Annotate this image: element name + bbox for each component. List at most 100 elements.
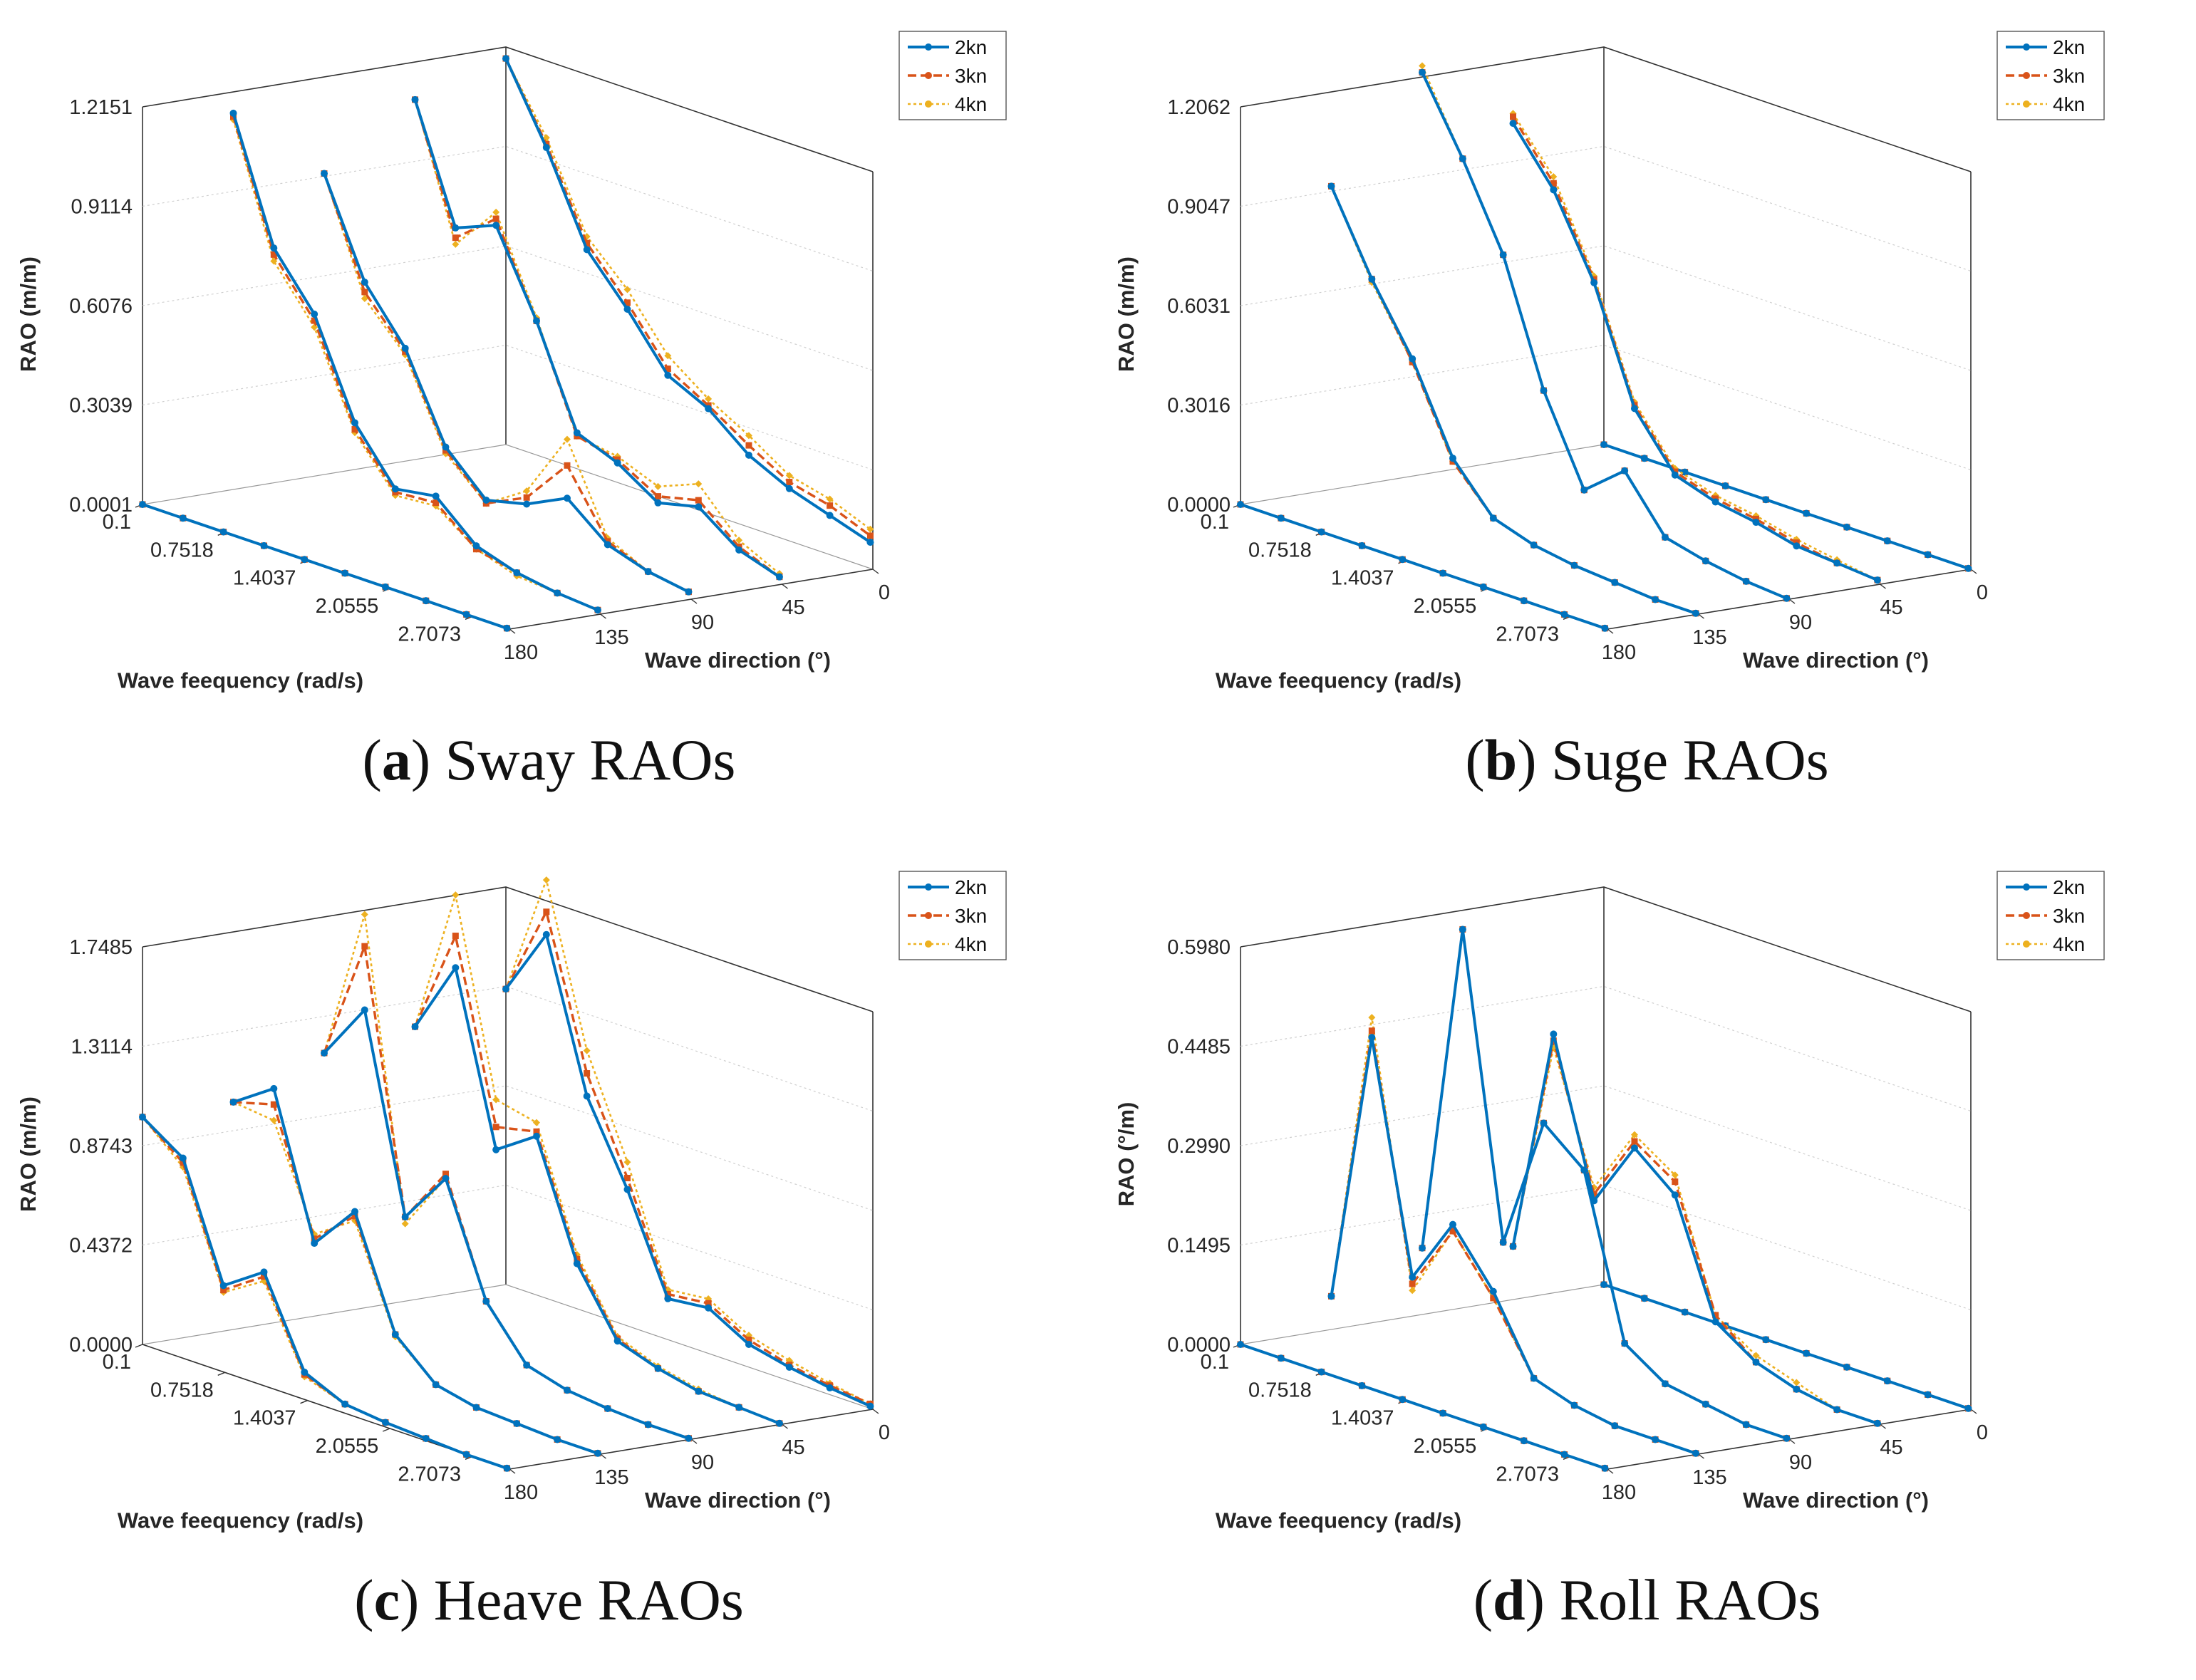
caption-title: Sway RAOs — [445, 727, 736, 792]
x-tick-mark — [300, 1400, 308, 1404]
series-line-2kn-dir-90 — [1421, 71, 1788, 600]
data-point-2kn — [1560, 611, 1568, 618]
data-point-2kn — [1671, 471, 1679, 479]
direction-tick-label: 45 — [1880, 596, 1902, 619]
axis-box-floor-back — [1240, 444, 1972, 570]
data-point-2kn — [866, 539, 874, 546]
data-point-4kn — [1550, 172, 1558, 180]
data-point-2kn — [472, 542, 480, 550]
data-point-2kn — [361, 1006, 368, 1014]
series-line-3kn-dir-0 — [504, 911, 871, 1405]
data-point-2kn — [826, 1384, 834, 1391]
series-line-3kn-dir-90 — [323, 172, 690, 593]
z-tick-label: 0.3039 — [69, 395, 133, 418]
data-point-2kn — [1681, 1308, 1689, 1316]
data-point-2kn — [664, 371, 672, 379]
data-point-2kn — [1409, 355, 1416, 363]
data-point-2kn — [219, 528, 227, 536]
data-point-2kn — [1399, 1396, 1407, 1404]
data-point-2kn — [1843, 523, 1850, 531]
direction-tick-label: 0 — [1977, 1421, 1988, 1444]
z-tick-label: 0.9047 — [1167, 196, 1231, 219]
data-point-3kn — [452, 933, 459, 940]
data-point-2kn — [613, 459, 621, 467]
x-tick-label: 1.4037 — [233, 1407, 296, 1430]
data-point-2kn — [1499, 251, 1507, 259]
data-point-3kn — [695, 497, 702, 504]
data-point-4kn — [623, 286, 631, 294]
data-point-2kn — [745, 451, 752, 459]
data-point-3kn — [492, 215, 499, 222]
data-point-3kn — [1712, 1312, 1719, 1319]
data-point-3kn — [452, 234, 459, 242]
legend-marker-3kn — [925, 72, 932, 79]
data-point-2kn — [1419, 68, 1426, 76]
data-point-2kn — [623, 1186, 631, 1193]
data-point-2kn — [1489, 1287, 1497, 1295]
data-point-2kn — [604, 541, 611, 549]
data-point-2kn — [1570, 561, 1578, 569]
data-point-2kn — [1449, 1220, 1456, 1228]
direction-tick-label: 180 — [504, 641, 538, 664]
chart-b: 0.0000 0.3016 0.6031 0.9047 1.2062 0.1 0.7518 1… — [1114, 31, 2105, 693]
z-tick-label: 0.3016 — [1167, 395, 1231, 418]
data-point-3kn — [442, 1171, 449, 1178]
data-point-2kn — [341, 569, 349, 577]
data-point-3kn — [827, 502, 834, 509]
data-point-2kn — [1358, 1381, 1366, 1389]
data-point-2kn — [573, 429, 581, 437]
x-tick-label: 0.7518 — [150, 1379, 214, 1401]
data-point-2kn — [1843, 1363, 1850, 1371]
z-gridline — [1240, 145, 1972, 272]
z-tick-label: 0.6031 — [1167, 295, 1231, 318]
series-line-2kn-dir-90 — [323, 172, 690, 593]
legend-marker-3kn — [2023, 72, 2030, 79]
data-point-4kn — [695, 480, 703, 488]
data-point-2kn — [502, 55, 509, 63]
z-tick-label: 0.9114 — [71, 196, 133, 219]
data-point-4kn — [705, 395, 713, 403]
data-point-2kn — [219, 1282, 227, 1290]
x-axis-label: Wave feequency (rad/s) — [1216, 1508, 1461, 1533]
data-point-2kn — [1530, 541, 1538, 549]
direction-axis-label: Wave direction (°) — [645, 1488, 831, 1513]
x-tick-label: 0.1 — [1201, 1351, 1229, 1374]
data-point-3kn — [433, 499, 440, 507]
legend-label: 4kn — [955, 933, 987, 955]
series-line-3kn-dir-135 — [232, 116, 599, 611]
data-point-3kn — [311, 317, 318, 324]
data-point-2kn — [341, 1400, 349, 1408]
z-tick-label: 0.4372 — [69, 1235, 133, 1258]
z-tick-label: 0.5980 — [1167, 936, 1231, 959]
data-point-2kn — [260, 541, 268, 549]
caption-title: Roll RAOs — [1559, 1567, 1821, 1632]
data-point-3kn — [361, 943, 368, 950]
data-point-2kn — [1640, 1295, 1648, 1302]
data-point-2kn — [452, 224, 460, 232]
axis-box-top — [142, 886, 874, 1012]
data-point-2kn — [1924, 1391, 1932, 1399]
data-point-3kn — [623, 1174, 631, 1181]
z-tick-label: 1.7485 — [69, 936, 133, 959]
series-line-2kn-dir-0 — [504, 58, 871, 544]
data-point-2kn — [1783, 1434, 1791, 1442]
data-point-4kn — [745, 432, 752, 440]
data-point-2kn — [270, 1084, 278, 1092]
data-point-2kn — [1833, 1406, 1841, 1414]
series-line-2kn-dir-180 — [1240, 503, 1606, 630]
x-tick-label: 0.1 — [1201, 511, 1229, 534]
legend-label: 3kn — [955, 905, 987, 927]
z-gridline — [1240, 344, 1972, 471]
series-line-4kn-dir-45 — [1512, 1046, 1878, 1425]
data-point-3kn — [654, 493, 661, 500]
z-tick-label: 0.0000 — [69, 1334, 133, 1357]
data-point-2kn — [554, 1436, 561, 1443]
z-gridline — [1240, 245, 1972, 371]
legend-label: 2kn — [955, 876, 987, 898]
chart-d: 0.0000 0.1495 0.2990 0.4485 0.5980 0.1 0.7518 1… — [1114, 871, 2105, 1533]
data-point-2kn — [1479, 583, 1487, 591]
data-point-2kn — [1924, 551, 1932, 559]
data-point-2kn — [1630, 405, 1638, 413]
data-point-2kn — [664, 1295, 672, 1302]
data-point-2kn — [1499, 1238, 1507, 1246]
